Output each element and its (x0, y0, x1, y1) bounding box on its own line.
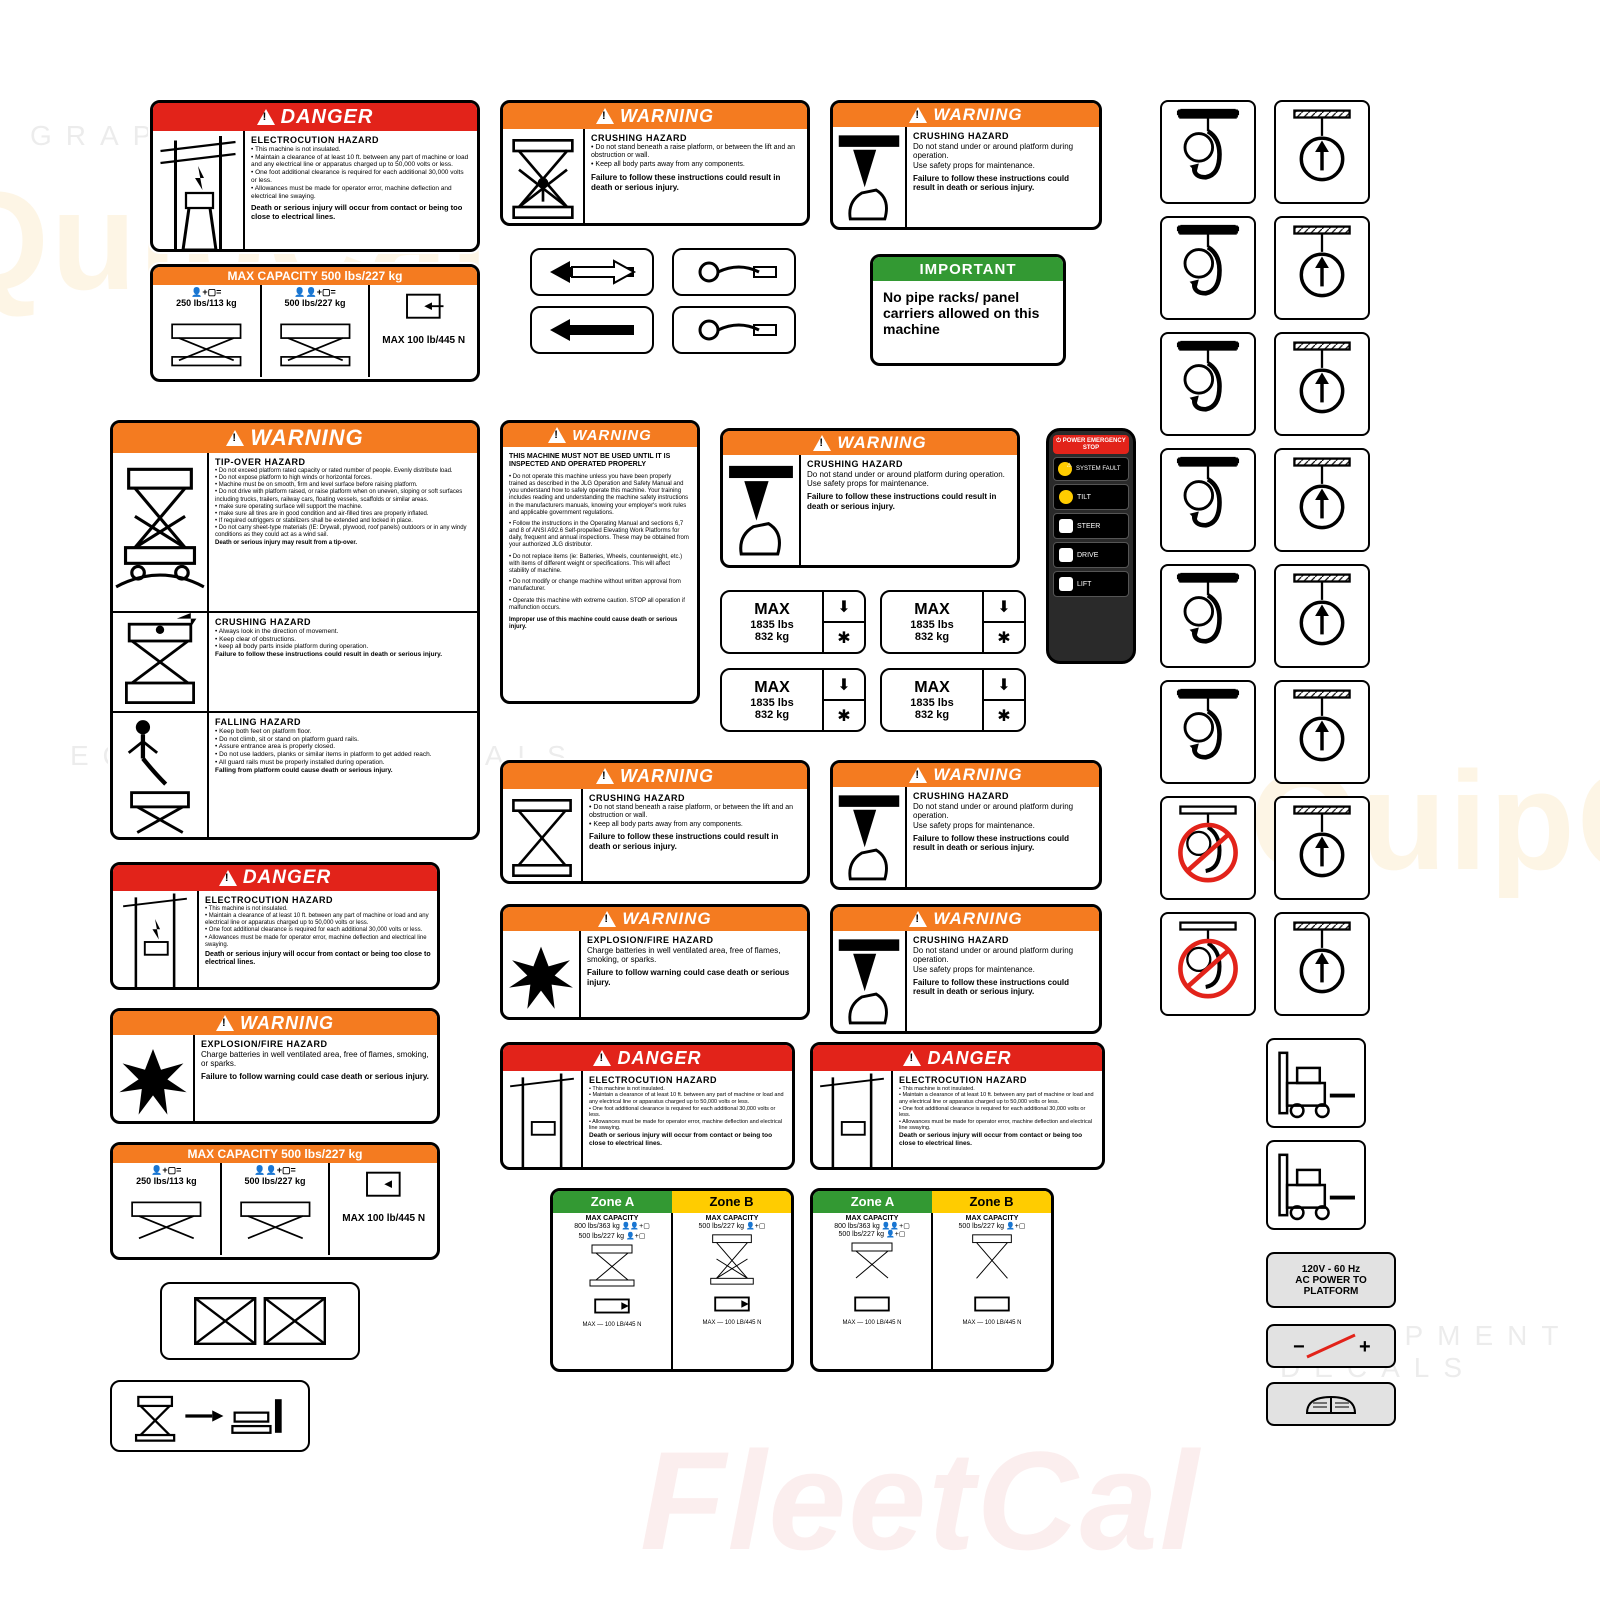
max-weight-1: MAX1835 lbs832 kg ⬇✱ (720, 590, 866, 654)
important-pipe: IMPORTANT No pipe racks/ panel carriers … (870, 254, 1066, 366)
warning-notuse: WARNING THIS MACHINE MUST NOT BE USED UN… (500, 420, 700, 704)
warning-explosion-2: WARNING EXPLOSION/FIRE HAZARDCharge batt… (500, 904, 810, 1020)
lift-arrow-icon-1 (1274, 100, 1370, 204)
warning-crush-lift-2: WARNING CRUSHING HAZARD • Do not stand b… (500, 760, 810, 884)
warning-crush-platform-3: WARNING CRUSHING HAZARDDo not stand unde… (830, 760, 1102, 890)
lift-arrow-icon-7 (1274, 796, 1370, 900)
hook-icon-3 (1160, 332, 1256, 436)
watermark-alt: FleetCal (640, 1420, 1201, 1582)
control-panel: ⏻ POWER EMERGENCY STOP ⚠ SYSTEM FAULT TI… (1046, 428, 1136, 664)
danger-electrocution-4: DANGER ELECTROCUTION HAZARD• This machin… (810, 1042, 1105, 1170)
battery-label: −+ (1266, 1324, 1396, 1368)
warning-crush-lift-1: WARNING CRUSHING HAZARD • Do not stand b… (500, 100, 810, 226)
manual-label (1266, 1382, 1396, 1426)
lift-arrow-icon-4 (1274, 448, 1370, 552)
arrow-left-2 (530, 306, 654, 354)
zone-label-1: Zone AZone B MAX CAPACITY 800 lbs/363 kg… (550, 1188, 794, 1372)
tiedown-icon-2 (672, 306, 796, 354)
warning-crush-platform-2: WARNING CRUSHING HAZARD Do not stand und… (720, 428, 1020, 568)
warning-crush-platform-1: WARNING CRUSHING HAZARD Do not stand und… (830, 100, 1102, 230)
warning-explosion-1: WARNING EXPLOSION/FIRE HAZARDCharge batt… (110, 1008, 440, 1124)
scissor-crush-icon (503, 129, 583, 226)
lift-arrow-icon-8 (1274, 912, 1370, 1016)
forklift-icon-2 (1266, 1140, 1366, 1230)
forklift-icon-1 (1266, 1038, 1366, 1128)
hook-icon-4 (1160, 448, 1256, 552)
max-weight-2: MAX1835 lbs832 kg ⬇✱ (880, 590, 1026, 654)
danger-electrocution-3: DANGER ELECTROCUTION HAZARD• This machin… (500, 1042, 795, 1170)
max-weight-3: MAX1835 lbs832 kg ⬇✱ (720, 668, 866, 732)
hook-icon-1 (1160, 100, 1256, 204)
power-lines-icon (153, 131, 243, 252)
lift-lower-icon (110, 1380, 310, 1452)
hook-icon-5 (1160, 564, 1256, 668)
zone-label-2: Zone AZone B MAX CAPACITY 800 lbs/363 kg… (810, 1188, 1054, 1372)
hook-icon-8 (1160, 912, 1256, 1016)
hook-icon-6 (1160, 680, 1256, 784)
warning-crush-platform-4: WARNING CRUSHING HAZARDDo not stand unde… (830, 904, 1102, 1034)
danger-electrocution-1: DANGER ELECTROCUTION HAZARD • This machi… (150, 100, 480, 252)
tiedown-icon-1 (672, 248, 796, 296)
x-brace-icon (160, 1282, 360, 1360)
electro-title: ELECTROCUTION HAZARD (251, 135, 471, 146)
hook-icon-2 (1160, 216, 1256, 320)
svg-text:+: + (1359, 1336, 1371, 1358)
lift-arrow-icon-2 (1274, 216, 1370, 320)
max-weight-4: MAX1835 lbs832 kg ⬇✱ (880, 668, 1026, 732)
arrow-left-1 (530, 248, 654, 296)
lift-arrow-icon-5 (1274, 564, 1370, 668)
hand-crush-icon (833, 127, 905, 230)
lift-arrow-icon-6 (1274, 680, 1370, 784)
big-warning: WARNING TIP-OVER HAZARD • Do not exceed … (110, 420, 480, 840)
power-label: 120V - 60 Hz AC POWER TO PLATFORM (1266, 1252, 1396, 1308)
danger-electrocution-2: DANGER ELECTROCUTION HAZARD• This machin… (110, 862, 440, 990)
max-capacity-2: MAX CAPACITY 500 lbs/227 kg 👤+▢=250 lbs/… (110, 1142, 440, 1260)
hook-icon-7 (1160, 796, 1256, 900)
max-capacity-1: MAX CAPACITY 500 lbs/227 kg 👤+▢= 250 lbs… (150, 264, 480, 382)
lift-arrow-icon-3 (1274, 332, 1370, 436)
svg-text:−: − (1293, 1336, 1305, 1358)
